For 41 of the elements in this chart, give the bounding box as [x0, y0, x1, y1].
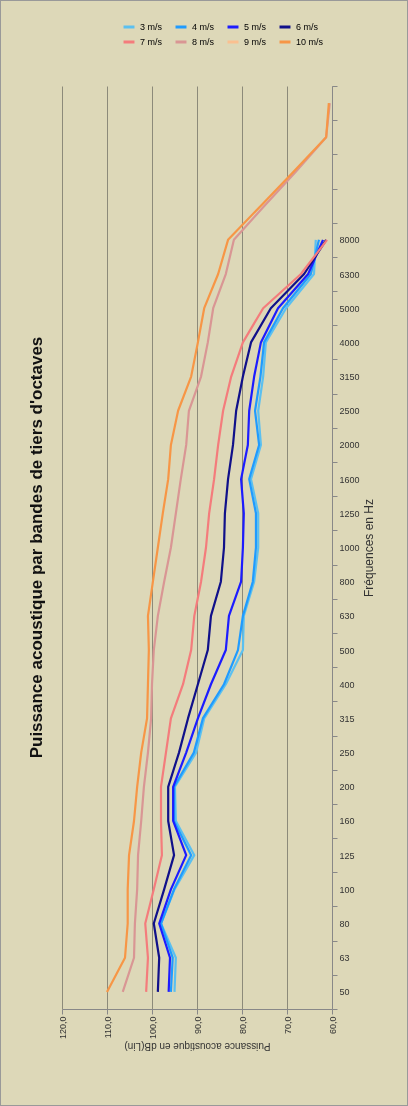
y-tick-label: 50 [339, 987, 350, 998]
y-tick-label: 500 [339, 645, 355, 656]
legend-label: 5 m/s [244, 22, 267, 32]
text: Puissance acoustique par bandes de tiers d'octaves [27, 336, 46, 759]
y-tick-label: 100 [339, 884, 355, 895]
x-tick-label: 90,0 [192, 1016, 203, 1035]
y-tick-label: 200 [339, 782, 355, 793]
y-tick-label: 3150 [339, 372, 360, 383]
y-tick-label: 1250 [339, 508, 360, 519]
legend-label: 10 m/s [296, 37, 324, 47]
x-tick-label: 100,0 [147, 1016, 158, 1040]
y-axis-title: Fréquences en Hz [361, 498, 376, 598]
y-tick-label: 315 [339, 713, 355, 724]
y-tick-label: 800 [339, 577, 355, 588]
y-tick-label: 400 [339, 679, 355, 690]
y-tick-label: 4000 [339, 337, 360, 348]
y-tick-label: 8000 [339, 235, 360, 246]
x-tick-label: 70,0 [282, 1016, 293, 1035]
x-axis-title: Puissance acoustique en dB(Lin) [124, 1041, 271, 1053]
x-tick-label: 60,0 [327, 1016, 338, 1035]
y-tick-label: 1600 [339, 474, 360, 485]
legend-label: 9 m/s [244, 37, 267, 47]
x-tick-label: 80,0 [237, 1016, 248, 1035]
legend-label: 4 m/s [192, 22, 215, 32]
y-tick-label: 125 [339, 850, 355, 861]
y-tick-label: 63 [339, 953, 350, 964]
x-tick-label: 120,0 [57, 1016, 68, 1040]
legend-label: 8 m/s [192, 37, 215, 47]
y-tick-label: 1000 [339, 543, 360, 553]
y-tick-label: 2500 [339, 406, 360, 417]
y-tick-label: 6300 [339, 269, 360, 280]
y-tick-label: 250 [339, 748, 355, 759]
y-tick-label: 2000 [339, 440, 360, 451]
y-tick-label: 5000 [339, 303, 360, 314]
y-tick-label: 630 [339, 611, 355, 622]
legend-label: 7 m/s [140, 37, 163, 47]
y-tick-label: 160 [339, 816, 355, 827]
y-tick-label: 80 [339, 919, 350, 930]
x-tick-label: 110,0 [102, 1016, 113, 1039]
legend-label: 6 m/s [296, 22, 319, 32]
legend-label: 3 m/s [140, 22, 163, 32]
